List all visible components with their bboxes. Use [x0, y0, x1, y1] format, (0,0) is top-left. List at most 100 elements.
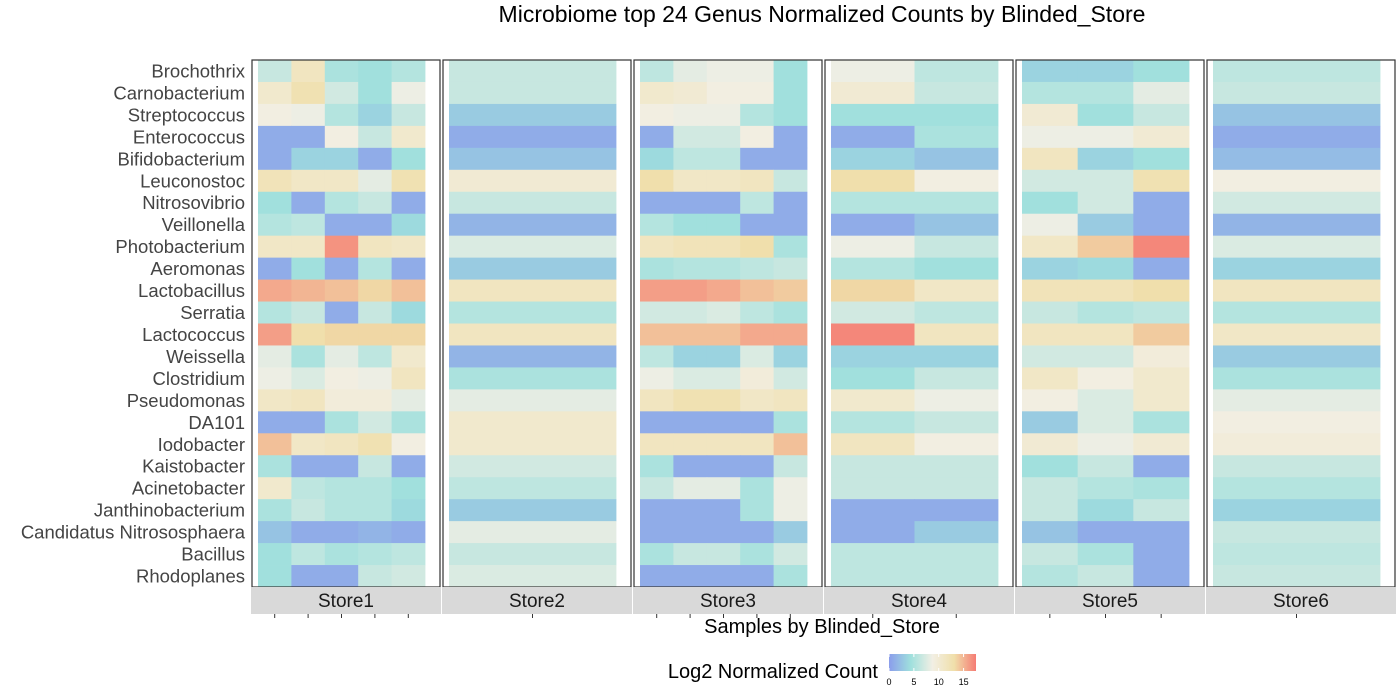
heatmap-cell [773, 257, 808, 280]
heatmap-cell [291, 455, 326, 478]
heatmap-cell [1022, 279, 1079, 302]
heatmap-cell [1077, 279, 1134, 302]
heatmap-cell [706, 323, 741, 346]
heatmap-cell [1022, 235, 1079, 259]
heatmap-cell [258, 433, 292, 456]
heatmap-cell [640, 147, 674, 171]
heatmap-cell [914, 191, 999, 215]
heatmap-cell [1213, 455, 1381, 478]
heatmap-cell [831, 125, 915, 149]
y-tick-label: Janthinobacterium [94, 500, 245, 521]
heatmap-cell [291, 499, 326, 522]
facet-panel: Store5 [1015, 59, 1205, 618]
heatmap-cell [258, 191, 292, 215]
heatmap-cell [391, 433, 426, 456]
heatmap-cell [1133, 103, 1190, 127]
heatmap-cell [1133, 411, 1190, 434]
heatmap-cell [291, 213, 326, 237]
facet-strip [633, 587, 823, 614]
heatmap-cell [914, 345, 999, 368]
heatmap-cell [740, 301, 774, 324]
heatmap-cell [1213, 125, 1381, 149]
heatmap-cell [740, 191, 774, 215]
heatmap-cell [391, 279, 426, 302]
heatmap-cell [1213, 81, 1381, 105]
heatmap-cell [358, 235, 392, 259]
heatmap-cell [1022, 477, 1079, 500]
heatmap-cell [1077, 477, 1134, 500]
heatmap-cell [324, 411, 359, 434]
heatmap-cell [391, 389, 426, 412]
heatmap-cell [740, 345, 774, 368]
facet-strip-label: Store3 [700, 591, 756, 612]
heatmap-cell [449, 367, 617, 390]
heatmap-cell [258, 345, 292, 368]
heatmap-cell [640, 389, 674, 412]
heatmap-cell [706, 81, 741, 105]
heatmap-cell [640, 103, 674, 127]
heatmap-cell [640, 543, 674, 566]
heatmap-cell [914, 433, 999, 456]
heatmap-cell [258, 60, 292, 83]
heatmap-cell [324, 60, 359, 83]
heatmap-cell [258, 543, 292, 566]
heatmap-cell [291, 103, 326, 127]
heatmap-cell [258, 323, 292, 346]
heatmap-cell [1077, 81, 1134, 105]
heatmap-cell [1022, 125, 1079, 149]
heatmap-cell [1213, 433, 1381, 456]
heatmap-cell [1213, 345, 1381, 368]
heatmap-cell [1133, 257, 1190, 280]
heatmap-cell [258, 499, 292, 522]
y-axis-labels: BrochothrixCarnobacteriumStreptococcusEn… [21, 60, 246, 586]
heatmap-cell [914, 565, 999, 588]
heatmap-cell [449, 433, 617, 456]
heatmap-cell [258, 411, 292, 434]
heatmap-cell [1213, 279, 1381, 302]
x-axis-title: Samples by Blinded_Store [704, 616, 940, 638]
heatmap-cell [640, 455, 674, 478]
heatmap-cell [1077, 565, 1134, 588]
heatmap-cell [740, 499, 774, 522]
heatmap-cell [1213, 367, 1381, 390]
heatmap-cell [1133, 543, 1190, 566]
legend-title: Log2 Normalized Count [668, 661, 879, 683]
heatmap-cell [673, 191, 708, 215]
facet-strip [251, 587, 441, 614]
facet-strip [1015, 587, 1205, 614]
heatmap-cell [391, 60, 426, 83]
facet-strip-label: Store4 [891, 591, 947, 612]
heatmap-cell [773, 81, 808, 105]
heatmap-cell [640, 433, 674, 456]
heatmap-cell [831, 455, 915, 478]
heatmap-cell [773, 345, 808, 368]
heatmap-cell [673, 477, 708, 500]
heatmap-cell [1077, 147, 1134, 171]
heatmap-cell [740, 565, 774, 588]
heatmap-cell [1022, 543, 1079, 566]
heatmap-cell [831, 345, 915, 368]
heatmap-cell [914, 543, 999, 566]
facet-panel: Store2 [442, 59, 632, 618]
heatmap-cell [740, 169, 774, 193]
facet-strip-label: Store2 [509, 591, 565, 612]
heatmap-cell [324, 543, 359, 566]
heatmap-cell [914, 235, 999, 259]
heatmap-cell [1213, 389, 1381, 412]
heatmap-cell [740, 521, 774, 544]
heatmap-cell [258, 565, 292, 588]
heatmap-cell [740, 125, 774, 149]
heatmap-cell [773, 477, 808, 500]
heatmap-cell [291, 81, 326, 105]
heatmap-cell [1213, 191, 1381, 215]
y-tick-label: Nitrosovibrio [142, 192, 245, 213]
heatmap-cell [358, 60, 392, 83]
heatmap-cell [640, 279, 674, 302]
heatmap-cell [831, 323, 915, 346]
heatmap-cell [640, 499, 674, 522]
heatmap-cell [740, 60, 774, 83]
heatmap-cell [1133, 301, 1190, 324]
heatmap-cell [358, 499, 392, 522]
heatmap-cell [740, 389, 774, 412]
heatmap-cell [673, 257, 708, 280]
